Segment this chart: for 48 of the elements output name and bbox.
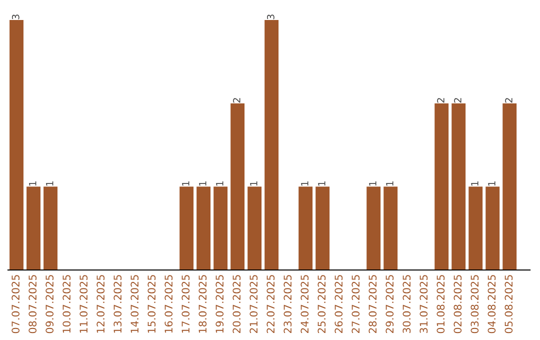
- x-tick-label: 23.07.2025: [284, 275, 292, 334]
- data-label: 2: [505, 98, 512, 103]
- x-tick-label: 18.07.2025: [198, 275, 207, 333]
- x-tick-label: 15.07.2025: [148, 275, 156, 333]
- x-tick-label: 04.08.2025: [488, 275, 496, 334]
- x-tick-label: 22.07.2025: [266, 275, 275, 334]
- data-label: 3: [267, 14, 274, 20]
- data-label: 1: [29, 181, 36, 186]
- x-tick-label: 11.07.2025: [80, 275, 88, 333]
- x-tick-label: 27.07.2025: [352, 275, 360, 334]
- data-label: 1: [199, 181, 206, 186]
- x-tick-label: 05.08.2025: [504, 275, 513, 334]
- data-label: 1: [369, 181, 376, 186]
- x-tick-label: 16.07.2025: [164, 275, 173, 333]
- x-tick-label: 07.07.2025: [12, 275, 20, 334]
- data-label: 3: [12, 14, 20, 20]
- data-label: 2: [437, 98, 444, 103]
- data-label: 1: [250, 181, 258, 186]
- data-label: 1: [488, 181, 496, 186]
- x-tick-label: 12.07.2025: [96, 275, 105, 333]
- x-tick-label: 25.07.2025: [318, 275, 326, 334]
- x-tick-label: 03.08.2025: [470, 275, 479, 334]
- data-label: 1: [471, 181, 478, 186]
- data-label: 1: [318, 181, 326, 186]
- x-tick-label: 26.07.2025: [334, 275, 343, 334]
- x-tick-label: 08.07.2025: [28, 275, 37, 334]
- data-label: 1: [46, 181, 54, 186]
- data-label: 2: [454, 98, 462, 103]
- x-tick-label: 30.07.2025: [402, 275, 411, 334]
- data-label: 1: [182, 181, 190, 186]
- x-tick-label: 10.07.2025: [62, 275, 71, 333]
- data-label: 1: [301, 181, 308, 186]
- data-label: 1: [386, 181, 394, 186]
- x-tick-label: 14.07.2025: [130, 275, 139, 333]
- x-tick-label: 20.07.2025: [232, 275, 241, 334]
- x-tick-label: 24.07.2025: [300, 275, 309, 334]
- data-label: 2: [233, 98, 240, 103]
- x-tick-label: 13.07.2025: [114, 275, 122, 333]
- x-tick-label: 28.07.2025: [368, 275, 377, 334]
- x-tick-label: 01.08.2025: [436, 275, 445, 334]
- x-tick-label: 31.07.2025: [420, 275, 428, 334]
- data-label: 1: [216, 181, 224, 186]
- x-tick-label: 19.07.2025: [216, 275, 224, 333]
- x-tick-label: 17.07.2025: [182, 275, 190, 333]
- x-tick-label: 09.07.2025: [46, 275, 54, 334]
- x-tick-label: 29.07.2025: [386, 275, 394, 334]
- x-tick-label: 02.08.2025: [454, 275, 462, 334]
- x-tick-label: 21.07.2025: [250, 275, 258, 334]
